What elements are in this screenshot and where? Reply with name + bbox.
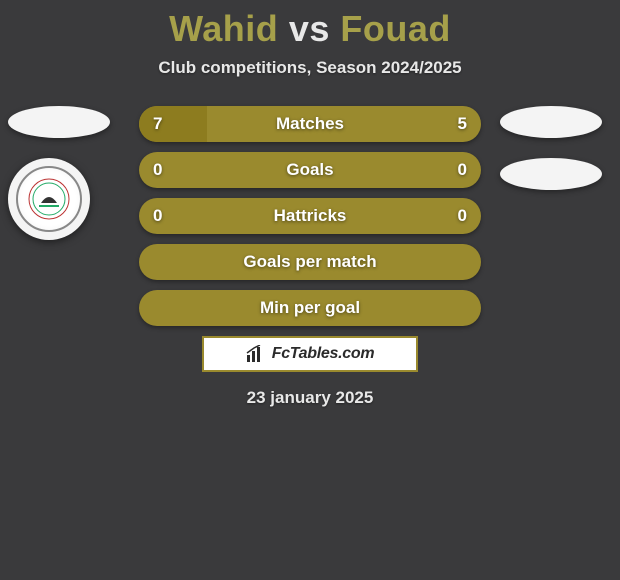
stat-bars: 7 Matches 5 0 Goals 0 0 Hattricks 0 Goal… (139, 106, 481, 326)
stat-label: Goals (286, 160, 333, 180)
brand-text: FcTables.com (272, 345, 375, 363)
stat-left-value: 0 (153, 160, 162, 180)
stat-label: Min per goal (260, 298, 360, 318)
subtitle: Club competitions, Season 2024/2025 (0, 58, 620, 78)
left-club-logo (8, 158, 90, 240)
brand-box[interactable]: FcTables.com (202, 336, 418, 372)
right-club-logo-placeholder (500, 158, 602, 190)
stat-bar: Goals per match (139, 244, 481, 280)
stat-bar: Min per goal (139, 290, 481, 326)
right-player-panel (500, 106, 602, 190)
stat-label: Goals per match (243, 252, 376, 272)
stat-label: Matches (276, 114, 344, 134)
left-player-avatar-placeholder (8, 106, 110, 138)
club-emblem-icon (16, 166, 82, 232)
stat-right-value: 0 (458, 160, 467, 180)
bars-chart-icon (246, 345, 268, 363)
right-player-avatar-placeholder (500, 106, 602, 138)
page-title: Wahid vs Fouad (0, 0, 620, 50)
stat-bar: 7 Matches 5 (139, 106, 481, 142)
stat-bar: 0 Goals 0 (139, 152, 481, 188)
stat-bar: 0 Hattricks 0 (139, 198, 481, 234)
content: 7 Matches 5 0 Goals 0 0 Hattricks 0 Goal… (0, 106, 620, 408)
title-right: Fouad (340, 8, 450, 49)
date-label: 23 january 2025 (0, 388, 620, 408)
title-vs: vs (289, 8, 330, 49)
left-player-panel (8, 106, 110, 240)
stat-left-value: 0 (153, 206, 162, 226)
stat-right-value: 0 (458, 206, 467, 226)
bar-fill-left (139, 106, 207, 142)
title-left: Wahid (169, 8, 278, 49)
stat-label: Hattricks (274, 206, 347, 226)
stat-right-value: 5 (458, 114, 467, 134)
stat-left-value: 7 (153, 114, 162, 134)
